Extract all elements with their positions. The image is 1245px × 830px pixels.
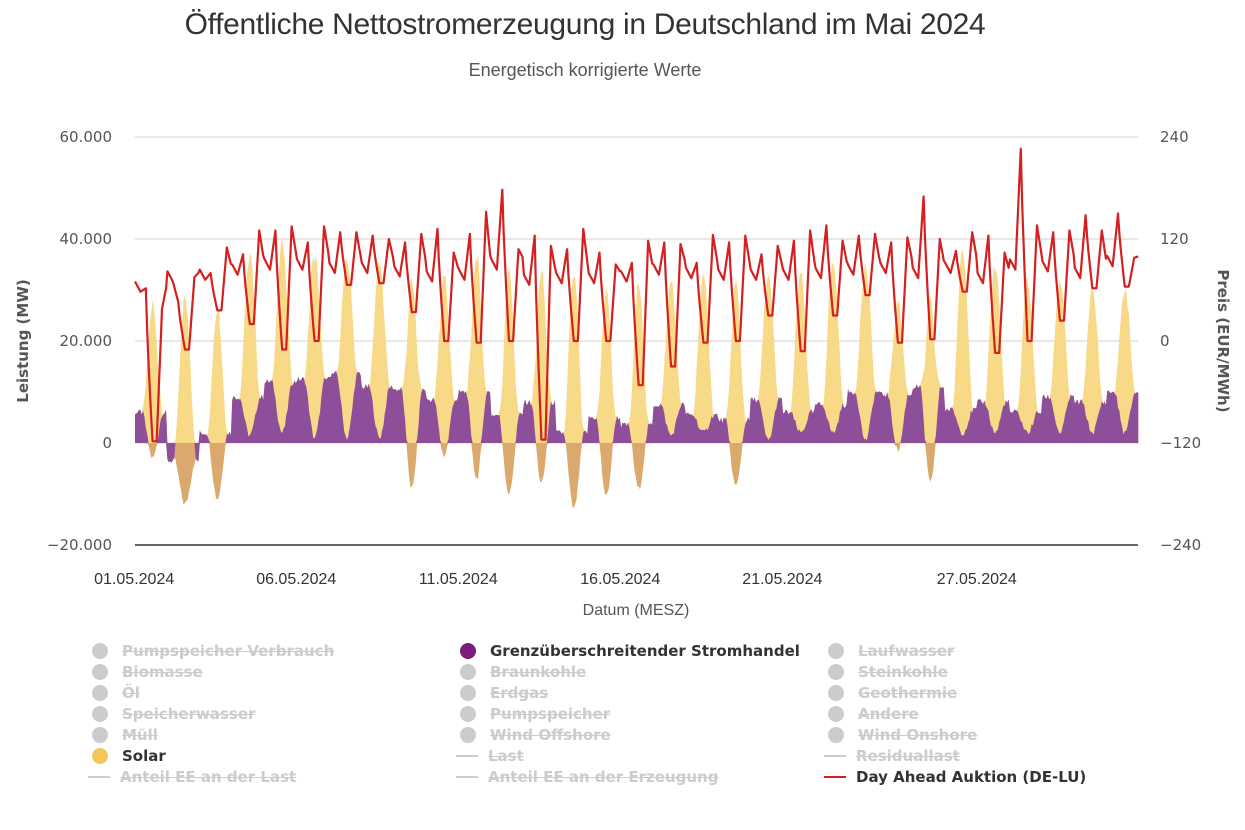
legend-label: Steinkohle (858, 662, 948, 681)
legend-item[interactable]: Wind Onshore (824, 724, 977, 745)
legend-label: Solar (122, 746, 166, 765)
x-tick-label: 01.05.2024 (94, 571, 174, 588)
legend-item[interactable]: Anteil EE an der Erzeugung (456, 766, 718, 787)
legend-item[interactable]: Müll (88, 724, 158, 745)
legend-item[interactable]: Anteil EE an der Last (88, 766, 296, 787)
legend-item[interactable]: Braunkohle (456, 661, 586, 682)
legend-dot-icon (460, 642, 476, 659)
x-tick-label: 06.05.2024 (256, 571, 336, 588)
legend-item[interactable]: Geothermie (824, 682, 957, 703)
legend-dot-icon (460, 726, 476, 743)
legend-label: Anteil EE an der Last (120, 767, 297, 786)
legend-label: Wind Onshore (858, 725, 978, 744)
legend-item[interactable]: Biomasse (88, 661, 203, 682)
legend-dot-icon (92, 642, 108, 659)
legend-label: Braunkohle (490, 662, 587, 681)
legend-dot-icon (460, 663, 476, 680)
legend-dot-icon (828, 705, 844, 722)
legend-dot-icon (92, 705, 108, 722)
legend-line-icon (456, 754, 478, 757)
legend-line-icon (824, 775, 846, 778)
legend-label: Biomasse (122, 662, 203, 681)
legend-item[interactable]: Steinkohle (824, 661, 948, 682)
x-tick-label: 27.05.2024 (937, 571, 1017, 588)
legend-item[interactable]: Wind Offshore (456, 724, 611, 745)
y-tick-label: 0 (102, 434, 112, 452)
y2-tick-label: 240 (1160, 128, 1189, 146)
legend-label: Last (488, 746, 524, 765)
legend-line-icon (88, 775, 110, 778)
area-series (135, 237, 1139, 508)
x-tick-label: 21.05.2024 (742, 571, 822, 588)
legend-item[interactable]: Solar (88, 745, 166, 766)
legend-dot-icon (460, 705, 476, 722)
y2-axis-title: Preis (EUR/MWh) (1214, 269, 1232, 412)
x-tick-label: 11.05.2024 (419, 571, 498, 588)
legend-label: Anteil EE an der Erzeugung (488, 767, 719, 786)
legend-dot-icon (828, 726, 844, 743)
y-tick-label: 40.000 (60, 230, 113, 248)
legend-item[interactable]: Grenzüberschreitender Stromhandel (456, 640, 800, 661)
y-axis-left: 60.000 40.000 20.000 0 −20.000 (47, 128, 112, 554)
legend-dot-icon (92, 747, 108, 764)
legend-item[interactable]: Last (456, 745, 524, 766)
legend-label: Speicherwasser (122, 704, 256, 723)
legend-label: Pumpspeicher Verbrauch (122, 641, 335, 660)
legend-label: Pumpspeicher (490, 704, 611, 723)
chart-plot: 60.000 40.000 20.000 0 −20.000 240 120 0 −120 −2… (14, 128, 1232, 619)
legend-dot-icon (828, 684, 844, 701)
legend-item[interactable]: Speicherwasser (88, 703, 255, 724)
legend-dot-icon (828, 642, 844, 659)
legend-label: Grenzüberschreitender Stromhandel (490, 641, 800, 660)
legend-label: Andere (858, 704, 919, 723)
chart-title: Öffentliche Nettostromerzeugung in Deuts… (184, 8, 986, 41)
legend-line-icon (824, 754, 846, 757)
y2-tick-label: 0 (1160, 332, 1170, 350)
legend-label: Laufwasser (858, 641, 955, 660)
legend-item[interactable]: Residuallast (824, 745, 960, 766)
legend-label: Geothermie (858, 683, 958, 702)
legend-item[interactable]: Pumpspeicher (456, 703, 610, 724)
legend-dot-icon (92, 726, 108, 743)
legend-label: Erdgas (490, 683, 549, 702)
x-axis-title: Datum (MESZ) (583, 602, 690, 619)
line-series (134, 147, 1139, 443)
legend-dot-icon (828, 663, 844, 680)
legend-item[interactable]: Öl (88, 682, 140, 703)
y2-tick-label: 120 (1160, 230, 1189, 248)
legend-label: Wind Offshore (490, 725, 611, 744)
y2-tick-label: −120 (1160, 434, 1201, 452)
legend-line-icon (456, 775, 478, 778)
legend-item[interactable]: Andere (824, 703, 919, 724)
legend-dot-icon (460, 684, 476, 701)
y-axis-right: 240 120 0 −120 −240 (1160, 128, 1201, 554)
legend-label: Day Ahead Auktion (DE-LU) (856, 767, 1087, 786)
legend-label: Residuallast (856, 746, 960, 765)
y-tick-label: 20.000 (60, 332, 113, 350)
y-tick-label: 60.000 (60, 128, 113, 146)
x-axis: 01.05.2024 06.05.2024 11.05.2024 16.05.2024… (94, 571, 1017, 588)
chart-subtitle: Energetisch korrigierte Werte (468, 60, 702, 80)
legend-item[interactable]: Laufwasser (824, 640, 954, 661)
legend-item[interactable]: Day Ahead Auktion (DE-LU) (824, 766, 1086, 787)
y-axis-title: Leistung (MW) (14, 279, 32, 402)
legend: Pumpspeicher Verbrauch Grenzüberschreiten… (0, 640, 1245, 800)
legend-dot-icon (92, 663, 108, 680)
legend-label: Müll (122, 725, 158, 744)
legend-label: Öl (122, 683, 140, 702)
legend-item[interactable]: Pumpspeicher Verbrauch (88, 640, 334, 661)
y2-tick-label: −240 (1160, 536, 1201, 554)
legend-item[interactable]: Erdgas (456, 682, 548, 703)
trade-area-negative (135, 443, 1139, 508)
y-tick-label: −20.000 (47, 536, 112, 554)
trade-area-positive (135, 371, 1139, 443)
x-tick-label: 16.05.2024 (580, 571, 660, 588)
price-line (134, 147, 1139, 443)
legend-dot-icon (92, 684, 108, 701)
